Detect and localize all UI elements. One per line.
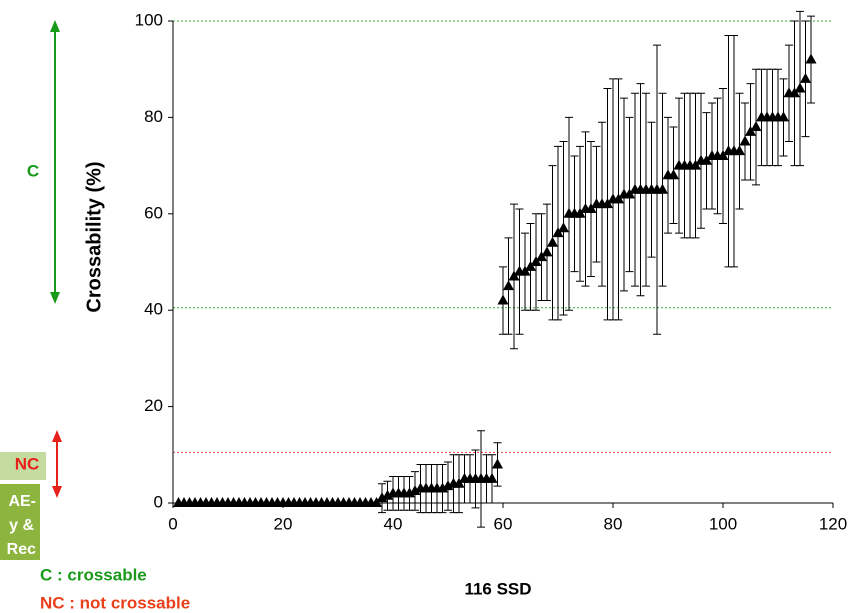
y-tick-label: 0 bbox=[154, 492, 163, 511]
zone-label: NC bbox=[15, 454, 40, 473]
y-tick-label: 60 bbox=[144, 203, 163, 222]
legend-entry: NC : not crossable bbox=[40, 593, 190, 612]
x-axis-label: 116 SSD bbox=[464, 579, 531, 598]
point bbox=[558, 222, 569, 233]
clipped-box bbox=[0, 484, 40, 560]
point bbox=[624, 188, 635, 199]
point bbox=[657, 183, 668, 194]
point bbox=[745, 125, 756, 136]
x-tick-label: 80 bbox=[604, 514, 623, 533]
point bbox=[453, 477, 465, 488]
x-tick-label: 40 bbox=[384, 514, 403, 533]
point bbox=[800, 72, 811, 83]
zone-label: C bbox=[27, 161, 39, 180]
y-tick-label: 20 bbox=[144, 396, 163, 415]
point bbox=[717, 149, 729, 160]
point bbox=[668, 169, 679, 180]
point bbox=[530, 256, 542, 266]
point bbox=[734, 145, 745, 156]
legend-entry: C : crossable bbox=[40, 565, 147, 584]
point bbox=[508, 270, 520, 281]
y-axis-label: Crossability (%) bbox=[83, 161, 105, 312]
point bbox=[547, 236, 558, 247]
point bbox=[574, 207, 586, 218]
point bbox=[739, 135, 751, 146]
y-tick-label: 100 bbox=[135, 10, 163, 29]
clipped-text: Rec bbox=[7, 541, 36, 558]
x-tick-label: 60 bbox=[494, 514, 513, 533]
point bbox=[525, 260, 536, 271]
point bbox=[701, 154, 712, 165]
point bbox=[602, 198, 613, 209]
clipped-text: y & bbox=[9, 517, 34, 534]
y-tick-label: 40 bbox=[144, 300, 163, 319]
x-tick-label: 120 bbox=[819, 514, 847, 533]
point bbox=[778, 111, 789, 122]
point bbox=[492, 458, 503, 469]
point bbox=[497, 294, 509, 305]
x-tick-label: 0 bbox=[168, 514, 177, 533]
x-tick-label: 20 bbox=[274, 514, 293, 533]
point bbox=[613, 193, 624, 204]
clipped-text: AE- bbox=[8, 493, 36, 510]
point bbox=[552, 227, 564, 238]
point bbox=[585, 202, 597, 213]
point bbox=[536, 251, 547, 262]
point bbox=[750, 121, 762, 132]
point bbox=[486, 472, 498, 483]
point bbox=[519, 265, 531, 276]
point bbox=[503, 280, 514, 291]
point bbox=[371, 497, 382, 507]
x-tick-label: 100 bbox=[709, 514, 737, 533]
nc-box bbox=[0, 452, 46, 480]
point bbox=[794, 82, 806, 93]
y-tick-label: 80 bbox=[144, 107, 163, 126]
point bbox=[789, 87, 800, 98]
point bbox=[541, 246, 553, 257]
point bbox=[805, 53, 817, 64]
point bbox=[690, 159, 701, 170]
